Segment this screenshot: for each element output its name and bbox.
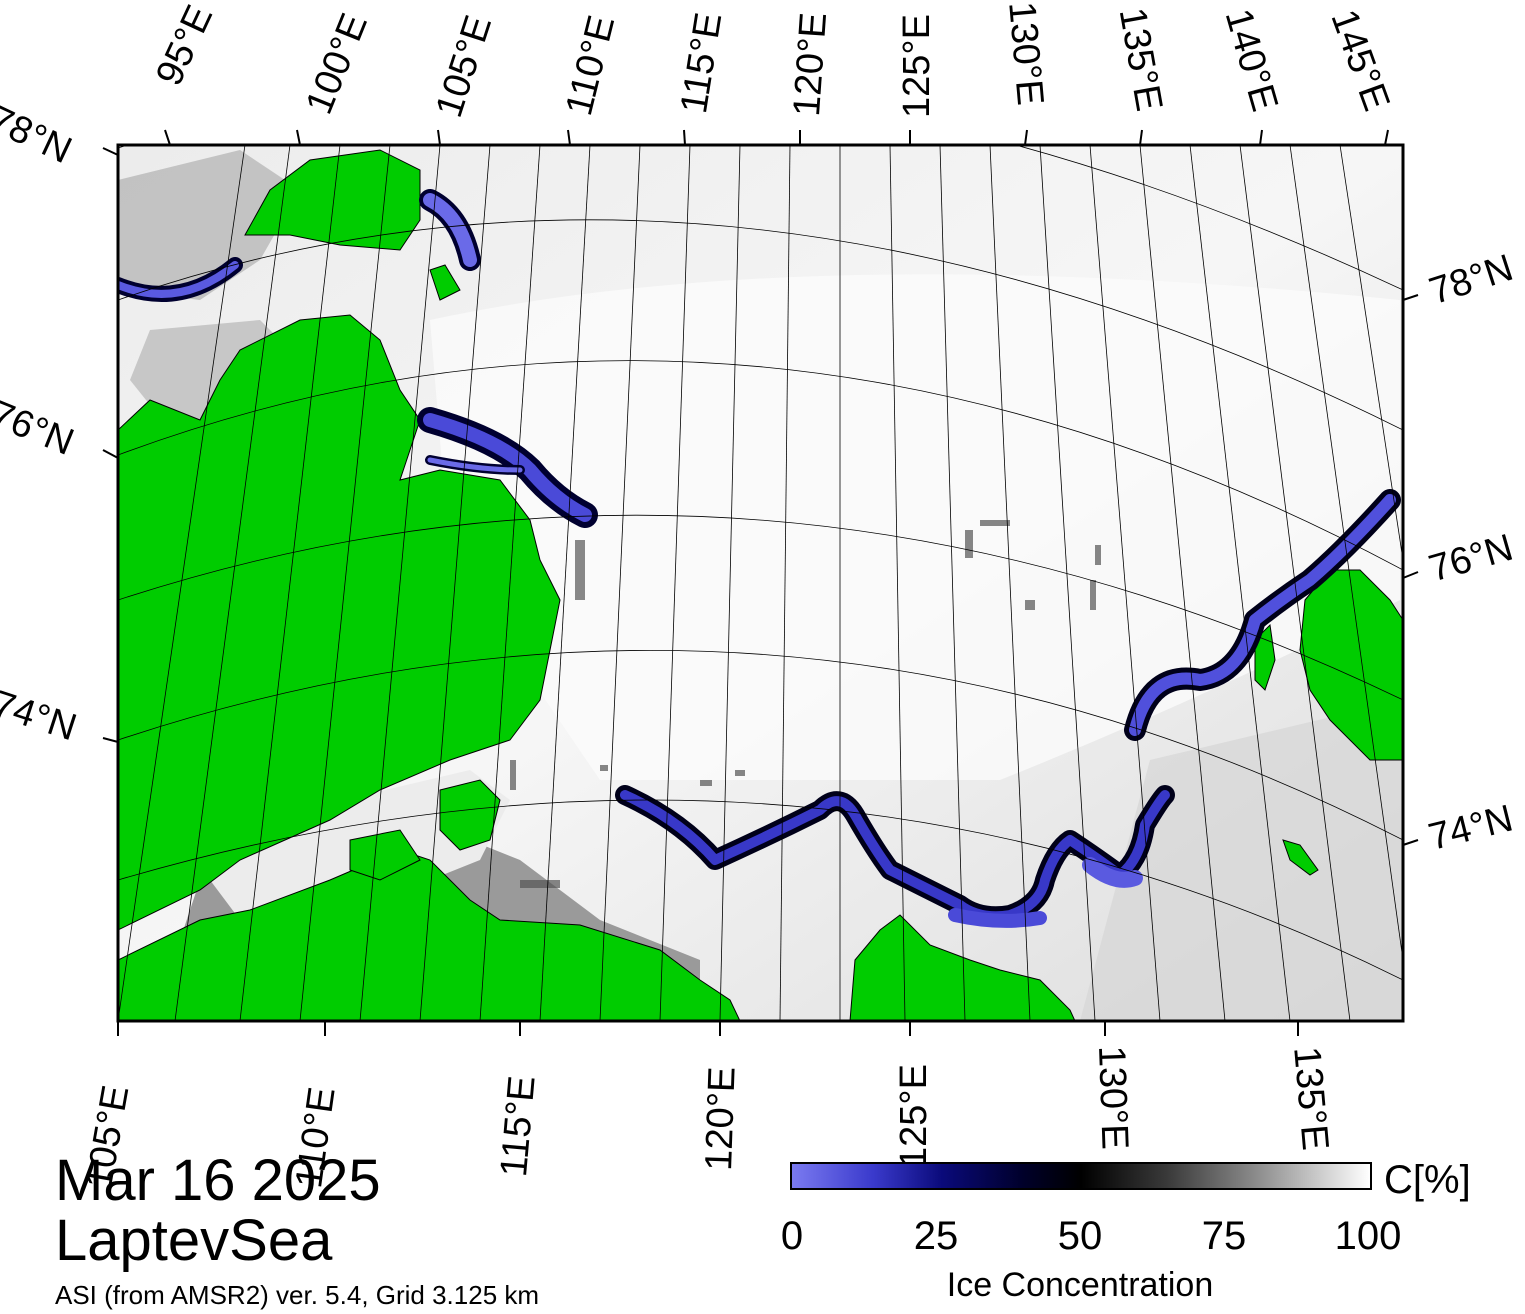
bottom-lon-label: 120°E	[698, 1066, 744, 1172]
colorbar-unit: C[%]	[1384, 1158, 1471, 1202]
colorbar-tick: 100	[1334, 1214, 1402, 1258]
data-source: ASI (from AMSR2) ver. 5.4, Grid 3.125 km	[55, 1280, 540, 1310]
graticule	[118, 145, 1403, 1021]
colorbar-title: Ice Concentration	[946, 1266, 1214, 1304]
land-south-coast	[118, 849, 741, 1021]
top-lon-label: 120°E	[786, 11, 836, 118]
land-severnaya-zemlya	[244, 149, 421, 251]
bottom-lon-label: 135°E	[1285, 1044, 1337, 1153]
bottom-lon-label: 130°E	[1090, 1044, 1136, 1151]
polynya-leads	[118, 189, 1401, 928]
colorbar-tick: 75	[1201, 1214, 1247, 1258]
fast-ice-area	[118, 150, 300, 300]
region-name: LaptevSea	[55, 1208, 333, 1273]
colorbar-tick: 50	[1057, 1214, 1103, 1258]
map-date: Mar 16 2025	[55, 1148, 381, 1213]
top-lon-label: 125°E	[896, 14, 938, 118]
land-lena-delta	[849, 914, 1076, 1021]
colorbar-tick: 0	[780, 1214, 804, 1258]
top-lon-label: 130°E	[1000, 0, 1052, 108]
bottom-lon-label: 115°E	[493, 1074, 544, 1179]
colorbar-tick: 25	[913, 1214, 959, 1258]
map-frame	[116, 143, 1405, 1023]
bottom-lon-label: 125°E	[893, 1064, 935, 1168]
land-taymyr-peninsula	[118, 314, 561, 931]
colorbar	[790, 1162, 1372, 1190]
